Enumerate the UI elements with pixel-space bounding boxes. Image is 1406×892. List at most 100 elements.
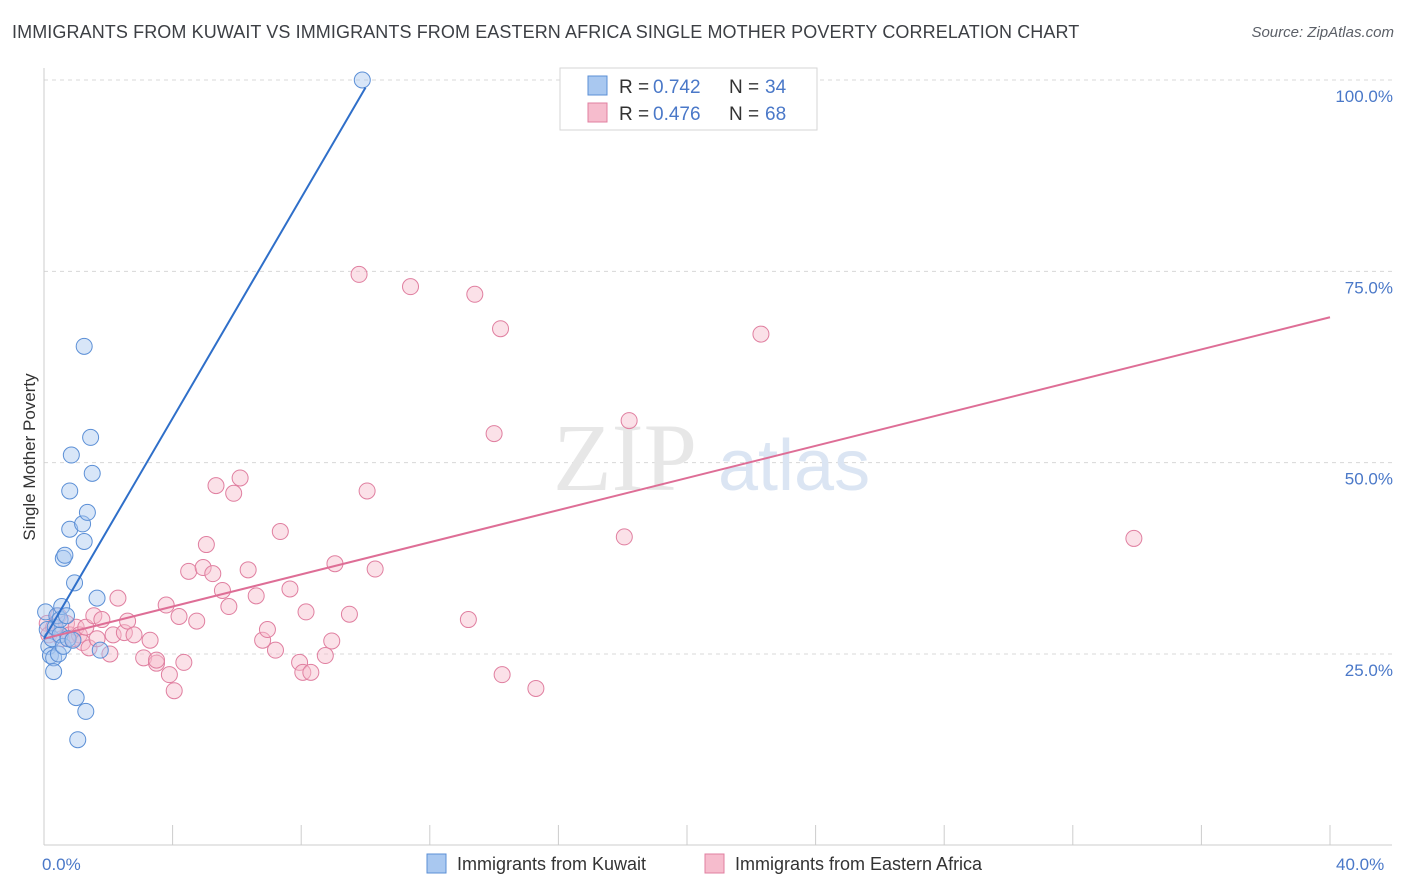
kuwait-point-30 xyxy=(83,464,101,482)
eafrica-point-22 xyxy=(135,649,153,667)
eafrica-point-45 xyxy=(266,641,284,659)
kuwait-point-18 xyxy=(61,520,79,538)
series-kuwait-points xyxy=(37,71,371,749)
eafrica-point-64 xyxy=(493,666,511,684)
kuwait-point-31 xyxy=(88,589,106,607)
kuwait-point-14 xyxy=(54,549,72,567)
eafrica-point-36 xyxy=(207,477,225,495)
kuwait-point-27 xyxy=(77,702,95,720)
eafrica-point-32 xyxy=(188,612,206,630)
eafrica-point-56 xyxy=(350,265,368,283)
eafrica-point-40 xyxy=(231,469,249,487)
eafrica-point-55 xyxy=(340,605,358,623)
eafrica-point-17 xyxy=(104,626,122,644)
bottom-legend-swatch-eafrica xyxy=(704,853,725,874)
y-tick-label-3: 100.0% xyxy=(1335,87,1393,106)
eafrica-point-13 xyxy=(85,607,103,625)
eafrica-point-63 xyxy=(492,320,510,338)
eafrica-point-21 xyxy=(125,626,143,644)
bottom-legend-kuwait: Immigrants from Kuwait xyxy=(457,854,646,874)
eafrica-point-31 xyxy=(180,562,198,580)
chart-title: IMMIGRANTS FROM KUWAIT VS IMMIGRANTS FRO… xyxy=(12,22,1080,42)
eafrica-point-53 xyxy=(323,632,341,650)
eafrica-point-33 xyxy=(194,559,212,577)
eafrica-point-50 xyxy=(297,603,315,621)
eafrica-point-57 xyxy=(358,482,376,500)
kuwait-point-24 xyxy=(69,731,87,749)
eafrica-point-62 xyxy=(485,425,503,443)
eafrica-point-44 xyxy=(258,621,276,639)
trendline-kuwait xyxy=(43,87,367,640)
kuwait-point-21 xyxy=(64,631,82,649)
kuwait-point-19 xyxy=(61,482,79,500)
kuwait-point-20 xyxy=(62,446,80,464)
legend-n-value-1: 34 xyxy=(765,77,787,98)
eafrica-point-27 xyxy=(160,666,178,684)
legend-swatch-kuwait xyxy=(587,75,608,96)
kuwait-point-23 xyxy=(67,689,85,707)
eafrica-point-16 xyxy=(101,645,119,663)
y-tick-labels: 25.0% 50.0% 75.0% 100.0% xyxy=(1335,87,1393,680)
eafrica-point-47 xyxy=(281,580,299,598)
y-tick-label-2: 75.0% xyxy=(1345,278,1393,297)
eafrica-point-51 xyxy=(302,663,320,681)
eafrica-point-48 xyxy=(291,653,309,671)
kuwait-point-33 xyxy=(75,337,93,355)
x-max-label: 40.0% xyxy=(1336,855,1384,874)
axes xyxy=(43,68,1392,846)
legend-swatch-eafrica xyxy=(587,102,608,123)
eafrica-point-68 xyxy=(752,325,770,343)
eafrica-point-35 xyxy=(204,565,222,583)
eafrica-point-46 xyxy=(271,523,289,541)
eafrica-point-30 xyxy=(175,653,193,671)
eafrica-point-52 xyxy=(316,647,334,665)
kuwait-point-6 xyxy=(45,663,63,681)
eafrica-point-69 xyxy=(1125,529,1143,547)
top-legend: R = 0.742 N = 34 R = 0.476 N = 68 xyxy=(559,67,818,131)
kuwait-point-15 xyxy=(56,546,74,564)
eafrica-point-28 xyxy=(165,682,183,700)
eafrica-point-59 xyxy=(402,278,420,296)
x-min-label: 0.0% xyxy=(42,855,81,874)
eafrica-point-42 xyxy=(247,587,265,605)
legend-r-value-2: 0.476 xyxy=(653,104,701,125)
kuwait-point-34 xyxy=(353,71,371,89)
legend-n-value-2: 68 xyxy=(765,104,786,125)
bottom-legend: Immigrants from Kuwait Immigrants from E… xyxy=(426,853,983,874)
y-tick-label-0: 25.0% xyxy=(1345,661,1393,680)
eafrica-point-43 xyxy=(254,631,272,649)
eafrica-point-25 xyxy=(148,651,166,669)
legend-r-label-1: R = xyxy=(619,77,649,98)
source-label: Source: ZipAtlas.com xyxy=(1251,24,1394,41)
y-axis-title: Single Mother Poverty xyxy=(20,373,39,541)
eafrica-point-67 xyxy=(620,412,638,430)
eafrica-point-61 xyxy=(466,285,484,303)
eafrica-point-58 xyxy=(366,560,384,578)
trend-lines xyxy=(43,87,1331,640)
eafrica-point-41 xyxy=(239,561,257,579)
eafrica-point-18 xyxy=(109,589,127,607)
trendline-eafrica xyxy=(43,316,1331,640)
legend-n-label-2: N = xyxy=(729,104,759,125)
kuwait-point-32 xyxy=(91,641,109,659)
eafrica-point-26 xyxy=(157,596,175,614)
eafrica-point-65 xyxy=(527,679,545,697)
kuwait-point-29 xyxy=(82,428,100,446)
eafrica-point-38 xyxy=(220,598,238,616)
legend-r-value-1: 0.742 xyxy=(653,77,701,98)
legend-r-label-2: R = xyxy=(619,104,649,125)
kuwait-point-26 xyxy=(75,532,93,550)
eafrica-point-34 xyxy=(197,536,215,554)
eafrica-point-23 xyxy=(141,631,159,649)
kuwait-point-28 xyxy=(78,503,96,521)
kuwait-point-0 xyxy=(37,603,55,621)
legend-n-label-1: N = xyxy=(729,77,759,98)
bottom-legend-eafrica: Immigrants from Eastern Africa xyxy=(735,854,983,874)
eafrica-point-60 xyxy=(459,611,477,629)
bottom-legend-swatch-kuwait xyxy=(426,853,447,874)
watermark: ZIP atlas xyxy=(553,404,870,511)
eafrica-point-66 xyxy=(615,528,633,546)
eafrica-point-29 xyxy=(170,607,188,625)
series-eastern-africa-points xyxy=(38,265,1143,700)
